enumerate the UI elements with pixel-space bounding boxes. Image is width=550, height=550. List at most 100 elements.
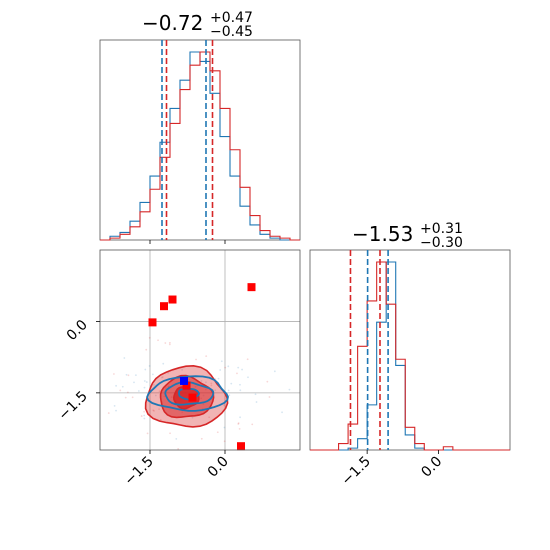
tick-label-2d-y: −1.5 [55, 388, 90, 423]
title-param1-minus: −0.45 [210, 24, 253, 40]
scatter-point [153, 383, 155, 386]
scatter-point [169, 432, 171, 435]
scatter-point [220, 360, 223, 363]
scatter-point [143, 417, 146, 420]
title-param1-median: −0.72 [142, 11, 203, 35]
scatter-point [205, 381, 207, 384]
scatter-point [227, 389, 230, 392]
scatter-point [152, 409, 155, 412]
scatter-point [159, 418, 162, 421]
scatter-point [107, 412, 110, 414]
scatter-point [208, 416, 211, 419]
scatter-point [151, 373, 154, 376]
scatter-point [227, 365, 230, 368]
scatter-point [247, 376, 249, 379]
scatter-point [113, 405, 116, 407]
scatter-point [164, 342, 167, 344]
scatter-point [143, 380, 146, 382]
title-param1: −0.72 [142, 11, 203, 35]
scatter-point [131, 396, 134, 399]
hist-param2-red-series [310, 261, 510, 451]
scatter-point [126, 391, 129, 394]
marker-red-square [182, 381, 191, 390]
scatter-point [195, 358, 197, 361]
scatter-point [113, 373, 115, 375]
scatter-point [237, 423, 240, 425]
scatter-point [266, 380, 269, 383]
scatter-point [124, 396, 127, 399]
scatter-point [161, 376, 164, 378]
hist-param2-blue-series [310, 261, 510, 451]
scatter-point [115, 409, 117, 412]
scatter-point [121, 385, 124, 388]
scatter-point [239, 389, 242, 392]
tick-label-2d-x: −1.5 [121, 454, 156, 489]
scatter-point [255, 401, 258, 403]
scatter-point [237, 366, 240, 369]
scatter-point [143, 410, 146, 413]
scatter-point [143, 386, 146, 389]
scatter-point [168, 341, 171, 344]
tick-label-2d-y: 0.0 [64, 317, 91, 344]
scatter-point [210, 384, 213, 387]
scatter-point [123, 357, 126, 359]
scatter-point [177, 447, 180, 450]
scatter-point [200, 380, 203, 382]
scatter-point [251, 423, 254, 426]
scatter-point [239, 416, 241, 419]
scatter-point [200, 437, 203, 440]
scatter-point [160, 376, 163, 379]
scatter-point [137, 390, 140, 392]
scatter-point [236, 372, 238, 375]
contour-blue-level [164, 381, 215, 406]
scatter-point [246, 358, 249, 361]
scatter-point [191, 416, 194, 419]
scatter-point [217, 377, 220, 380]
tick-label-2d-x: 0.0 [205, 454, 232, 481]
scatter-point [144, 368, 147, 371]
scatter-point [125, 373, 128, 376]
title-param2-minus: −0.30 [420, 235, 463, 251]
scatter-point [224, 366, 227, 369]
marker-red-square [188, 393, 197, 402]
scatter-point [241, 368, 243, 371]
scatter-point [134, 374, 137, 377]
title-param2-plus: +0.31 [420, 221, 463, 237]
marker-red-square [168, 295, 177, 304]
scatter-point [273, 370, 276, 373]
scatter-point [175, 437, 178, 440]
scatter-point [205, 355, 208, 357]
scatter-point [162, 362, 165, 365]
contour-blue-level [146, 375, 229, 412]
scatter-point [223, 440, 226, 443]
scatter-point [153, 409, 155, 412]
scatter-point [119, 389, 122, 392]
scatter-point [228, 394, 231, 397]
marker-red-square [237, 442, 245, 451]
marker-red-square [247, 283, 256, 292]
scatter-point [219, 369, 222, 371]
marker-blue-square [180, 376, 188, 385]
scatter-point [268, 396, 271, 398]
panel-2d-frame [99, 249, 301, 451]
panel-2d-density [99, 249, 301, 451]
scatter-point [168, 343, 171, 346]
scatter-point [223, 426, 226, 429]
scatter-point [148, 336, 151, 339]
scatter-point [146, 432, 149, 435]
scatter-point [281, 411, 283, 414]
scatter-point [143, 414, 146, 417]
title-param2: −1.53 [352, 222, 413, 246]
scatter-point [133, 381, 135, 384]
scatter-point [216, 431, 219, 434]
scatter-point [158, 408, 160, 411]
scatter-point [145, 381, 148, 383]
title-param2-median: −1.53 [352, 222, 413, 246]
scatter-point [140, 415, 143, 417]
scatter-point [239, 383, 241, 386]
scatter-point [148, 365, 151, 367]
scatter-point [230, 382, 233, 385]
marker-red-square [148, 318, 157, 327]
title-param1-plus: +0.47 [210, 10, 253, 26]
